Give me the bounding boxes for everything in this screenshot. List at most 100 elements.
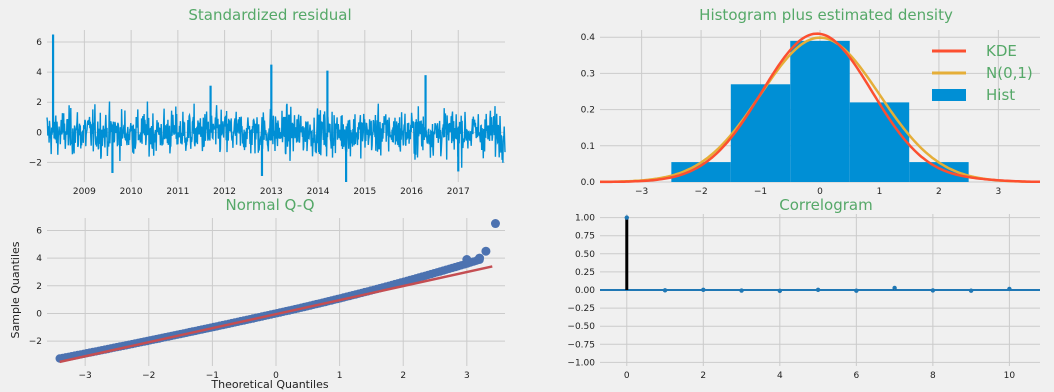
p1-title: Standardized residual bbox=[188, 6, 351, 24]
p2-ytick-label: 0.2 bbox=[581, 106, 595, 116]
p2-normal-curve bbox=[600, 36, 1040, 184]
p3-xtick-label: −3 bbox=[79, 371, 92, 381]
p3-quantile-point bbox=[462, 254, 472, 264]
legend-normal-label: N(0,1) bbox=[986, 64, 1033, 82]
p2-kde-curve bbox=[600, 32, 1040, 184]
p3-title: Normal Q-Q bbox=[225, 196, 314, 214]
p2-xtick-label: 1 bbox=[877, 187, 883, 197]
p1-ytick-label: 0 bbox=[36, 128, 42, 138]
p1-xtick-label: 2013 bbox=[260, 187, 283, 197]
p3-reference-line-stroke bbox=[59, 265, 493, 364]
legend-hist-label: Hist bbox=[986, 86, 1015, 104]
p1-xtick-label: 2016 bbox=[400, 187, 423, 197]
p4-xtick-label: 4 bbox=[777, 371, 783, 381]
normal-qq-panel: −3 −2 −1 0 1 2 3 −2 0 2 4 6 Normal Q-Q Theoretical … bbox=[9, 196, 505, 391]
p2-ytick-label: 0.1 bbox=[581, 142, 595, 152]
p1-xtick-label: 2010 bbox=[120, 187, 143, 197]
p4-acf-marker bbox=[777, 288, 783, 294]
p2-hist-bar bbox=[849, 102, 910, 182]
p2-hist-bar bbox=[671, 162, 731, 182]
p1-xtick-label: 2015 bbox=[353, 187, 376, 197]
p4-xtick-label: 2 bbox=[700, 371, 706, 381]
p4-ytick-label: 0.50 bbox=[575, 250, 595, 260]
p4-acf-marker bbox=[854, 288, 859, 293]
p3-xtick-label: 1 bbox=[337, 371, 343, 381]
p4-tick-labels: 0 2 4 6 8 10 1.00 0.75 0.50 0.25 0.00 −0.25 −0.50 −0.… bbox=[567, 214, 1015, 381]
p3-ytick-label: −2 bbox=[29, 337, 42, 347]
p2-xtick-label: −3 bbox=[635, 187, 648, 197]
p4-ytick-label: 0.75 bbox=[575, 232, 595, 242]
p3-quantile-point bbox=[475, 253, 485, 263]
p3-xtick-label: 3 bbox=[464, 371, 470, 381]
p4-ytick-label: 0.00 bbox=[575, 286, 595, 296]
p4-title: Correlogram bbox=[779, 196, 872, 214]
correlogram-panel: 0 2 4 6 8 10 1.00 0.75 0.50 0.25 0.00 −0.25 −0.50 −0.… bbox=[567, 196, 1040, 381]
p1-xtick-label: 2017 bbox=[447, 187, 470, 197]
p2-hist-bar bbox=[790, 40, 850, 182]
p3-xtick-label: 0 bbox=[273, 371, 279, 381]
p3-quantile-point bbox=[490, 219, 500, 229]
p4-acf-marker bbox=[968, 288, 974, 293]
p4-xtick-label: 8 bbox=[930, 371, 936, 381]
p1-ytick-label: 4 bbox=[36, 68, 42, 78]
p1-residual-line bbox=[46, 101, 506, 168]
p3-quantile-point bbox=[481, 246, 491, 256]
p4-ytick-label: −0.25 bbox=[567, 304, 595, 314]
histogram-density-panel: −3 −2 −1 0 1 2 3 0.0 0.1 0.2 0.3 0.4 Histogram plus… bbox=[581, 6, 1040, 197]
p3-xtick-label: 2 bbox=[400, 371, 406, 381]
p3-ytick-label: 4 bbox=[36, 254, 42, 264]
p4-ytick-label: −0.50 bbox=[567, 322, 595, 332]
p4-ytick-label: 1.00 bbox=[575, 214, 595, 224]
p2-tick-labels: −3 −2 −1 0 1 2 3 0.0 0.1 0.2 0.3 0.4 bbox=[581, 33, 1002, 197]
p2-xtick-label: 2 bbox=[936, 187, 942, 197]
p1-ytick-label: 6 bbox=[36, 38, 42, 48]
p2-xtick-label: 3 bbox=[996, 187, 1002, 197]
p2-xtick-label: −1 bbox=[754, 187, 767, 197]
p1-xtick-label: 2014 bbox=[307, 187, 330, 197]
p2-hist-bar bbox=[730, 84, 791, 182]
p2-xtick-label: 0 bbox=[817, 187, 823, 197]
standardized-residual-panel: 2009 2010 2011 2012 2013 2014 2015 2016 2017 −2 0 2… bbox=[29, 6, 506, 197]
p1-xtick-label: 2012 bbox=[213, 187, 236, 197]
p2-density-lines bbox=[600, 32, 1040, 184]
legend-hist-swatch bbox=[932, 89, 966, 101]
p4-acf-marker bbox=[930, 288, 936, 293]
p4-xtick-label: 6 bbox=[853, 371, 859, 381]
p4-acf-marker bbox=[662, 288, 668, 293]
p4-acf-marker bbox=[892, 285, 897, 291]
p2-ytick-label: 0.0 bbox=[581, 178, 596, 188]
p2-title: Histogram plus estimated density bbox=[699, 6, 953, 24]
p3-gridlines bbox=[47, 218, 505, 366]
p4-ytick-label: −0.75 bbox=[567, 340, 595, 350]
p3-ylabel: Sample Quantiles bbox=[9, 241, 22, 338]
p4-acf-marker bbox=[1007, 286, 1012, 292]
p3-tick-labels: −3 −2 −1 0 1 2 3 −2 0 2 4 6 bbox=[29, 226, 470, 381]
p1-residual-series bbox=[46, 34, 506, 182]
p4-acf-stems bbox=[600, 215, 1040, 294]
p2-ytick-label: 0.3 bbox=[581, 69, 595, 79]
p3-xtick-label: −1 bbox=[206, 371, 219, 381]
p3-ytick-label: 6 bbox=[36, 226, 42, 236]
p4-acf-marker bbox=[815, 287, 821, 292]
p1-xtick-label: 2009 bbox=[73, 187, 96, 197]
p4-acf-marker bbox=[739, 288, 744, 293]
p1-tick-labels: 2009 2010 2011 2012 2013 2014 2015 2016 2017 −2 0 2… bbox=[29, 38, 470, 197]
p1-xtick-label: 2011 bbox=[166, 187, 189, 197]
p3-ytick-label: 0 bbox=[36, 309, 42, 319]
p1-ytick-label: −2 bbox=[29, 158, 42, 168]
p1-ytick-label: 2 bbox=[36, 98, 42, 108]
p3-xlabel: Theoretical Quantiles bbox=[210, 378, 328, 391]
p2-hist-bar bbox=[909, 162, 969, 182]
p4-acf-marker bbox=[624, 215, 629, 220]
p2-ytick-label: 0.4 bbox=[581, 33, 596, 43]
p2-xtick-label: −2 bbox=[694, 187, 707, 197]
legend-kde-label: KDE bbox=[986, 42, 1017, 60]
p4-ytick-label: −1.00 bbox=[567, 358, 595, 368]
p3-xtick-label: −2 bbox=[142, 371, 155, 381]
p4-ytick-label: 0.25 bbox=[575, 268, 595, 278]
p2-histogram-bars bbox=[671, 40, 969, 182]
p2-legend: KDE N(0,1) Hist bbox=[932, 42, 1033, 104]
p3-ytick-label: 2 bbox=[36, 282, 42, 292]
